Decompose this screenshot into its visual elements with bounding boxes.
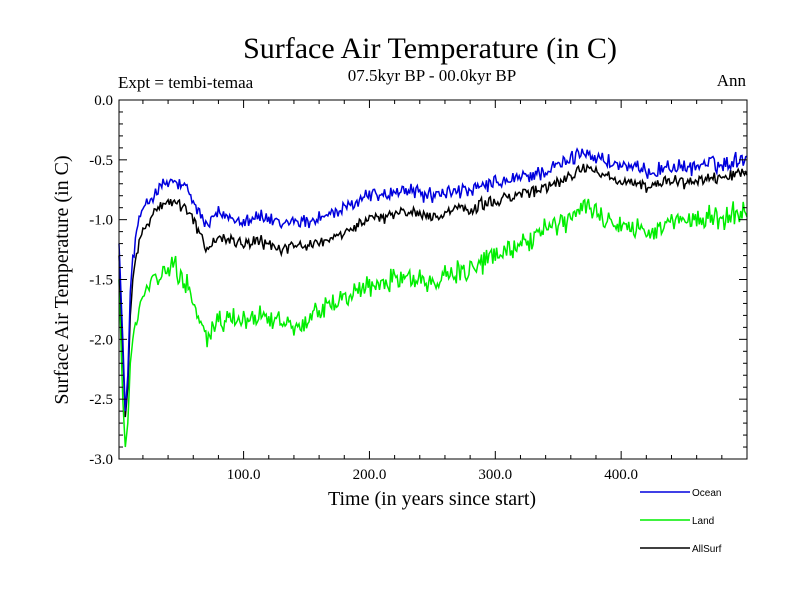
legend: Ocean Land AllSurf: [640, 488, 722, 555]
x-tick-label: 200.0: [353, 467, 387, 483]
axes: 100.0 200.0 300.0 400.0 -3.0 -2.5 -2.0 -1.5 -1.0…: [89, 93, 748, 483]
legend-label-allsurf: AllSurf: [692, 544, 722, 555]
series-line-land: [118, 198, 748, 448]
y-tick-label: -1.5: [89, 273, 113, 289]
y-tick-label: -3.0: [89, 452, 113, 468]
x-axis-label: Time (in years since start): [328, 488, 536, 510]
chart-title: Surface Air Temperature (in C): [243, 32, 617, 65]
x-tick-label: 100.0: [227, 467, 261, 483]
y-axis-label: Surface Air Temperature (in C): [51, 155, 73, 404]
plot-area: [118, 147, 748, 448]
y-tick-label: -2.5: [89, 392, 113, 408]
chart-subtitle: 07.5kyr BP - 00.0kyr BP: [348, 66, 516, 85]
x-tick-label: 300.0: [478, 467, 512, 483]
legend-label-ocean: Ocean: [692, 488, 721, 499]
y-tick-label: 0.0: [94, 93, 113, 109]
y-tick-label: -1.0: [89, 213, 113, 229]
y-tick-label: -0.5: [89, 153, 113, 169]
series-line-allsurf: [118, 163, 748, 418]
legend-label-land: Land: [692, 516, 714, 527]
experiment-label: Expt = tembi-temaa: [118, 73, 254, 92]
y-tick-label: -2.0: [89, 332, 113, 348]
series-line-ocean: [118, 147, 748, 412]
x-tick-label: 400.0: [604, 467, 638, 483]
season-label: Ann: [717, 71, 747, 90]
